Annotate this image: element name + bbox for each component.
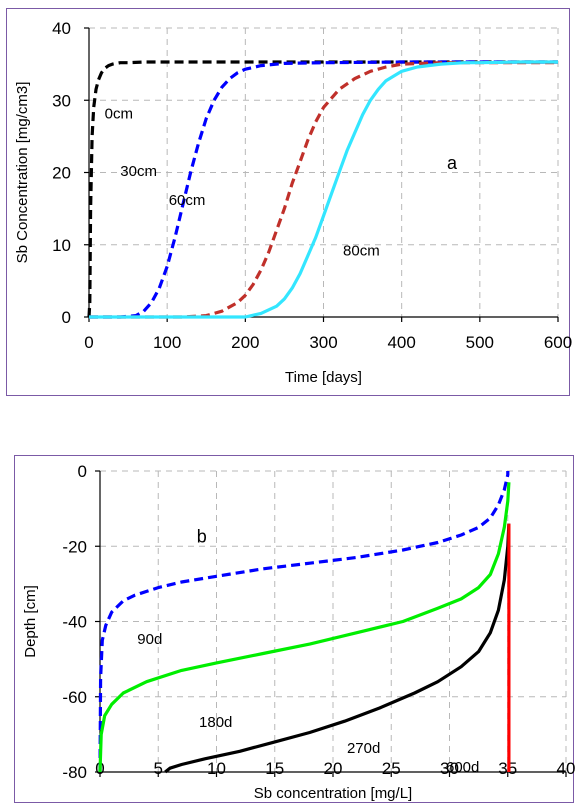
chart-a-x-tick-label-4: 400 bbox=[387, 333, 415, 352]
chart-panel-b: 0 5 10 15 20 25 30 35 40 0 -20 -40 -60 -80 Sb concentr… bbox=[14, 455, 576, 803]
chart-a-x-tick-label-2: 200 bbox=[231, 333, 259, 352]
chart-a-x-tick-label-5: 500 bbox=[466, 333, 494, 352]
chart-b-y-tick-label-3: -60 bbox=[62, 688, 87, 707]
chart-a-annotation-3: 80cm bbox=[343, 243, 380, 260]
chart-b-y-tick-label-4: -80 bbox=[62, 763, 87, 782]
chart-b-series-line-0 bbox=[98, 471, 510, 773]
chart-b-x-tick-label-3: 15 bbox=[265, 759, 284, 778]
chart-a-annotation-2: 60cm bbox=[169, 192, 206, 209]
chart-a-annotation-0: 0cm bbox=[105, 105, 133, 122]
chart-b-x-axis-title: Sb concentration [mg/L] bbox=[254, 785, 412, 802]
chart-a-svg: 0 100 200 300 400 500 600 0 10 20 30 40 Time [days] S… bbox=[14, 19, 572, 386]
chart-panel-a: 0 100 200 300 400 500 600 0 10 20 30 40 Time [days] S… bbox=[6, 8, 572, 396]
chart-a-y-tick-label-1: 10 bbox=[52, 236, 71, 255]
chart-a-x-tick-label-6: 600 bbox=[544, 333, 572, 352]
chart-b-x-tick-label-5: 25 bbox=[382, 759, 401, 778]
chart-a-series-line-1 bbox=[89, 60, 558, 319]
chart-b-annotation-1: 90d bbox=[137, 631, 162, 648]
chart-b-annotation-2: 180d bbox=[199, 714, 232, 731]
chart-a-annotation-4: a bbox=[447, 153, 458, 173]
chart-a-x-axis-title: Time [days] bbox=[285, 369, 362, 386]
chart-b-annotation-4: 600d bbox=[446, 759, 479, 776]
chart-b-y-axis-title: Depth [cm] bbox=[22, 585, 39, 658]
chart-a-y-axis-title: Sb Concentration [mg/cm3] bbox=[14, 82, 31, 264]
chart-b-series-line-2 bbox=[164, 523, 511, 774]
chart-b-annotation-3: 270d bbox=[347, 740, 380, 757]
chart-b-annotation-0: b bbox=[197, 526, 207, 546]
chart-a-x-tick-label-3: 300 bbox=[309, 333, 337, 352]
chart-a-y-tick-label-2: 20 bbox=[52, 164, 71, 183]
chart-b-x-tick-label-2: 10 bbox=[207, 759, 226, 778]
chart-a-x-tick-label-0: 0 bbox=[84, 333, 93, 352]
chart-b-x-tick-label-1: 5 bbox=[154, 759, 163, 778]
chart-b-y-tick-label-0: 0 bbox=[78, 462, 87, 481]
chart-a-series-line-2 bbox=[89, 61, 558, 319]
chart-b-x-tick-label-6: 30 bbox=[440, 759, 459, 778]
chart-b-series-line-1 bbox=[98, 482, 511, 773]
chart-a-annotation-1: 30cm bbox=[120, 163, 157, 180]
chart-a-y-tick-label-3: 30 bbox=[52, 91, 71, 110]
chart-b-y-tick-label-1: -20 bbox=[62, 537, 87, 556]
chart-a-y-tick-label-0: 0 bbox=[62, 308, 71, 327]
chart-b-x-tick-label-4: 20 bbox=[324, 759, 343, 778]
chart-b-y-tick-label-2: -40 bbox=[62, 613, 87, 632]
chart-b-x-tick-label-8: 40 bbox=[557, 759, 576, 778]
chart-a-series-line-3 bbox=[89, 60, 558, 319]
chart-a-y-tick-label-4: 40 bbox=[52, 19, 71, 38]
chart-a-x-tick-label-1: 100 bbox=[153, 333, 181, 352]
chart-a-series-line-0 bbox=[87, 60, 558, 318]
